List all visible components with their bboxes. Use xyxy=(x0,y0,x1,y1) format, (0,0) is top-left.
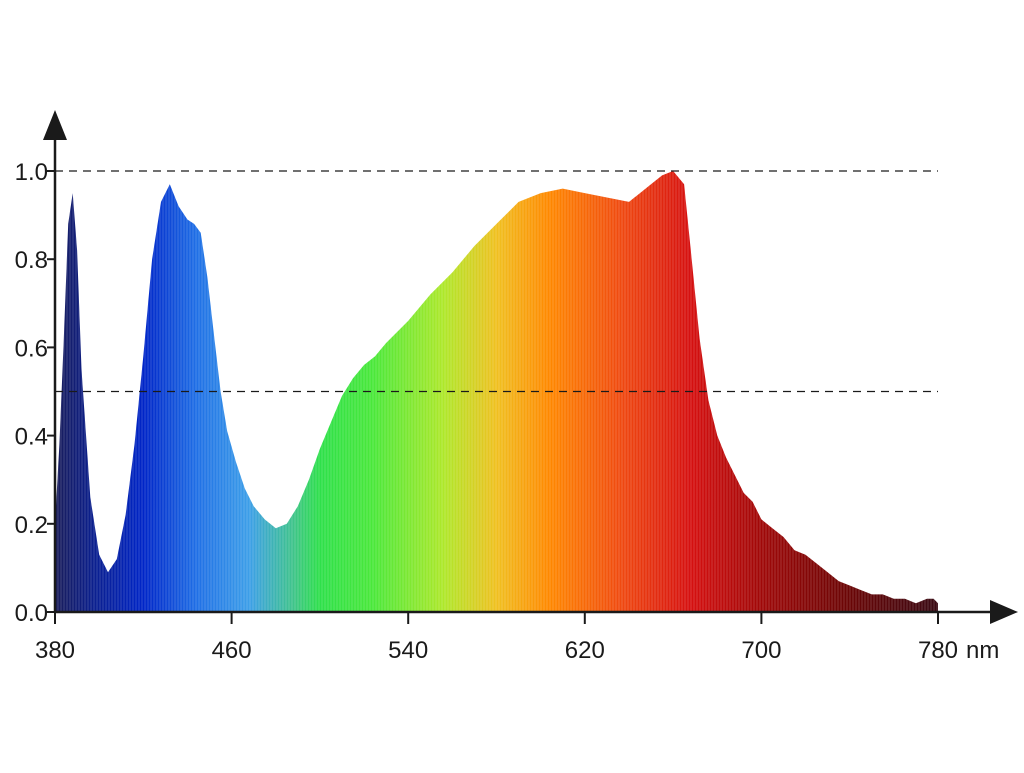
y-tick-label: 1.0 xyxy=(15,159,48,186)
x-tick-label: 460 xyxy=(212,637,252,664)
spectrum-streaks xyxy=(55,171,938,612)
x-unit-label: nm xyxy=(966,637,999,664)
x-tick-label: 780 xyxy=(918,637,958,664)
x-tick-label: 620 xyxy=(565,637,605,664)
x-ticks: 380 460 540 620 700 780 xyxy=(35,612,958,664)
reference-lines xyxy=(55,170,938,393)
x-tick-label: 380 xyxy=(35,637,75,664)
y-tick-label: 0.4 xyxy=(15,424,48,451)
y-axis-arrow-icon xyxy=(43,110,67,140)
x-tick-label: 700 xyxy=(741,637,781,664)
x-tick-label: 540 xyxy=(388,637,428,664)
axes xyxy=(43,110,1018,624)
plot-area xyxy=(55,171,938,612)
y-tick-label: 0.6 xyxy=(15,335,48,362)
x-axis-arrow-icon xyxy=(990,600,1018,624)
y-ticks: 0.0 0.2 0.4 0.6 0.8 1.0 xyxy=(15,159,55,627)
y-tick-label: 0.2 xyxy=(15,512,48,539)
y-tick-label: 0.8 xyxy=(15,247,48,274)
y-tick-label: 0.0 xyxy=(15,600,48,627)
